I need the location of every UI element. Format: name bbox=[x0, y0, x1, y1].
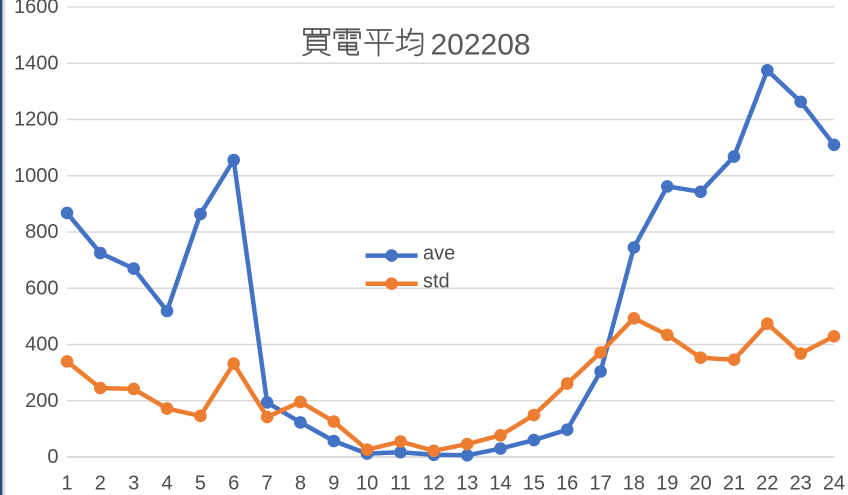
svg-text:24: 24 bbox=[823, 473, 845, 495]
svg-text:1600: 1600 bbox=[14, 0, 59, 18]
svg-text:19: 19 bbox=[656, 473, 678, 495]
svg-text:ave: ave bbox=[423, 242, 455, 264]
svg-text:8: 8 bbox=[295, 473, 306, 495]
svg-text:std: std bbox=[423, 270, 450, 292]
svg-text:16: 16 bbox=[556, 473, 578, 495]
svg-text:14: 14 bbox=[489, 473, 511, 495]
svg-text:800: 800 bbox=[25, 221, 58, 243]
svg-text:600: 600 bbox=[25, 277, 58, 299]
svg-text:1: 1 bbox=[61, 473, 72, 495]
svg-text:12: 12 bbox=[423, 473, 445, 495]
svg-text:17: 17 bbox=[589, 473, 611, 495]
svg-text:1200: 1200 bbox=[14, 109, 59, 131]
svg-text:0: 0 bbox=[47, 446, 58, 468]
svg-text:22: 22 bbox=[756, 473, 778, 495]
svg-text:3: 3 bbox=[128, 473, 139, 495]
svg-text:7: 7 bbox=[262, 473, 273, 495]
svg-text:4: 4 bbox=[161, 473, 172, 495]
svg-text:9: 9 bbox=[328, 473, 339, 495]
svg-text:20: 20 bbox=[689, 473, 711, 495]
svg-text:6: 6 bbox=[228, 473, 239, 495]
svg-text:1400: 1400 bbox=[14, 52, 59, 74]
svg-text:11: 11 bbox=[390, 473, 411, 495]
svg-text:23: 23 bbox=[790, 473, 812, 495]
svg-text:21: 21 bbox=[723, 473, 745, 495]
svg-text:202208: 202208 bbox=[431, 28, 531, 61]
svg-text:10: 10 bbox=[356, 473, 378, 495]
svg-text:2: 2 bbox=[95, 473, 106, 495]
svg-text:1000: 1000 bbox=[14, 165, 59, 187]
svg-text:15: 15 bbox=[523, 473, 545, 495]
svg-text:200: 200 bbox=[25, 390, 58, 412]
svg-text:13: 13 bbox=[456, 473, 478, 495]
svg-text:18: 18 bbox=[623, 473, 645, 495]
svg-text:5: 5 bbox=[195, 473, 206, 495]
svg-text:400: 400 bbox=[25, 334, 58, 356]
